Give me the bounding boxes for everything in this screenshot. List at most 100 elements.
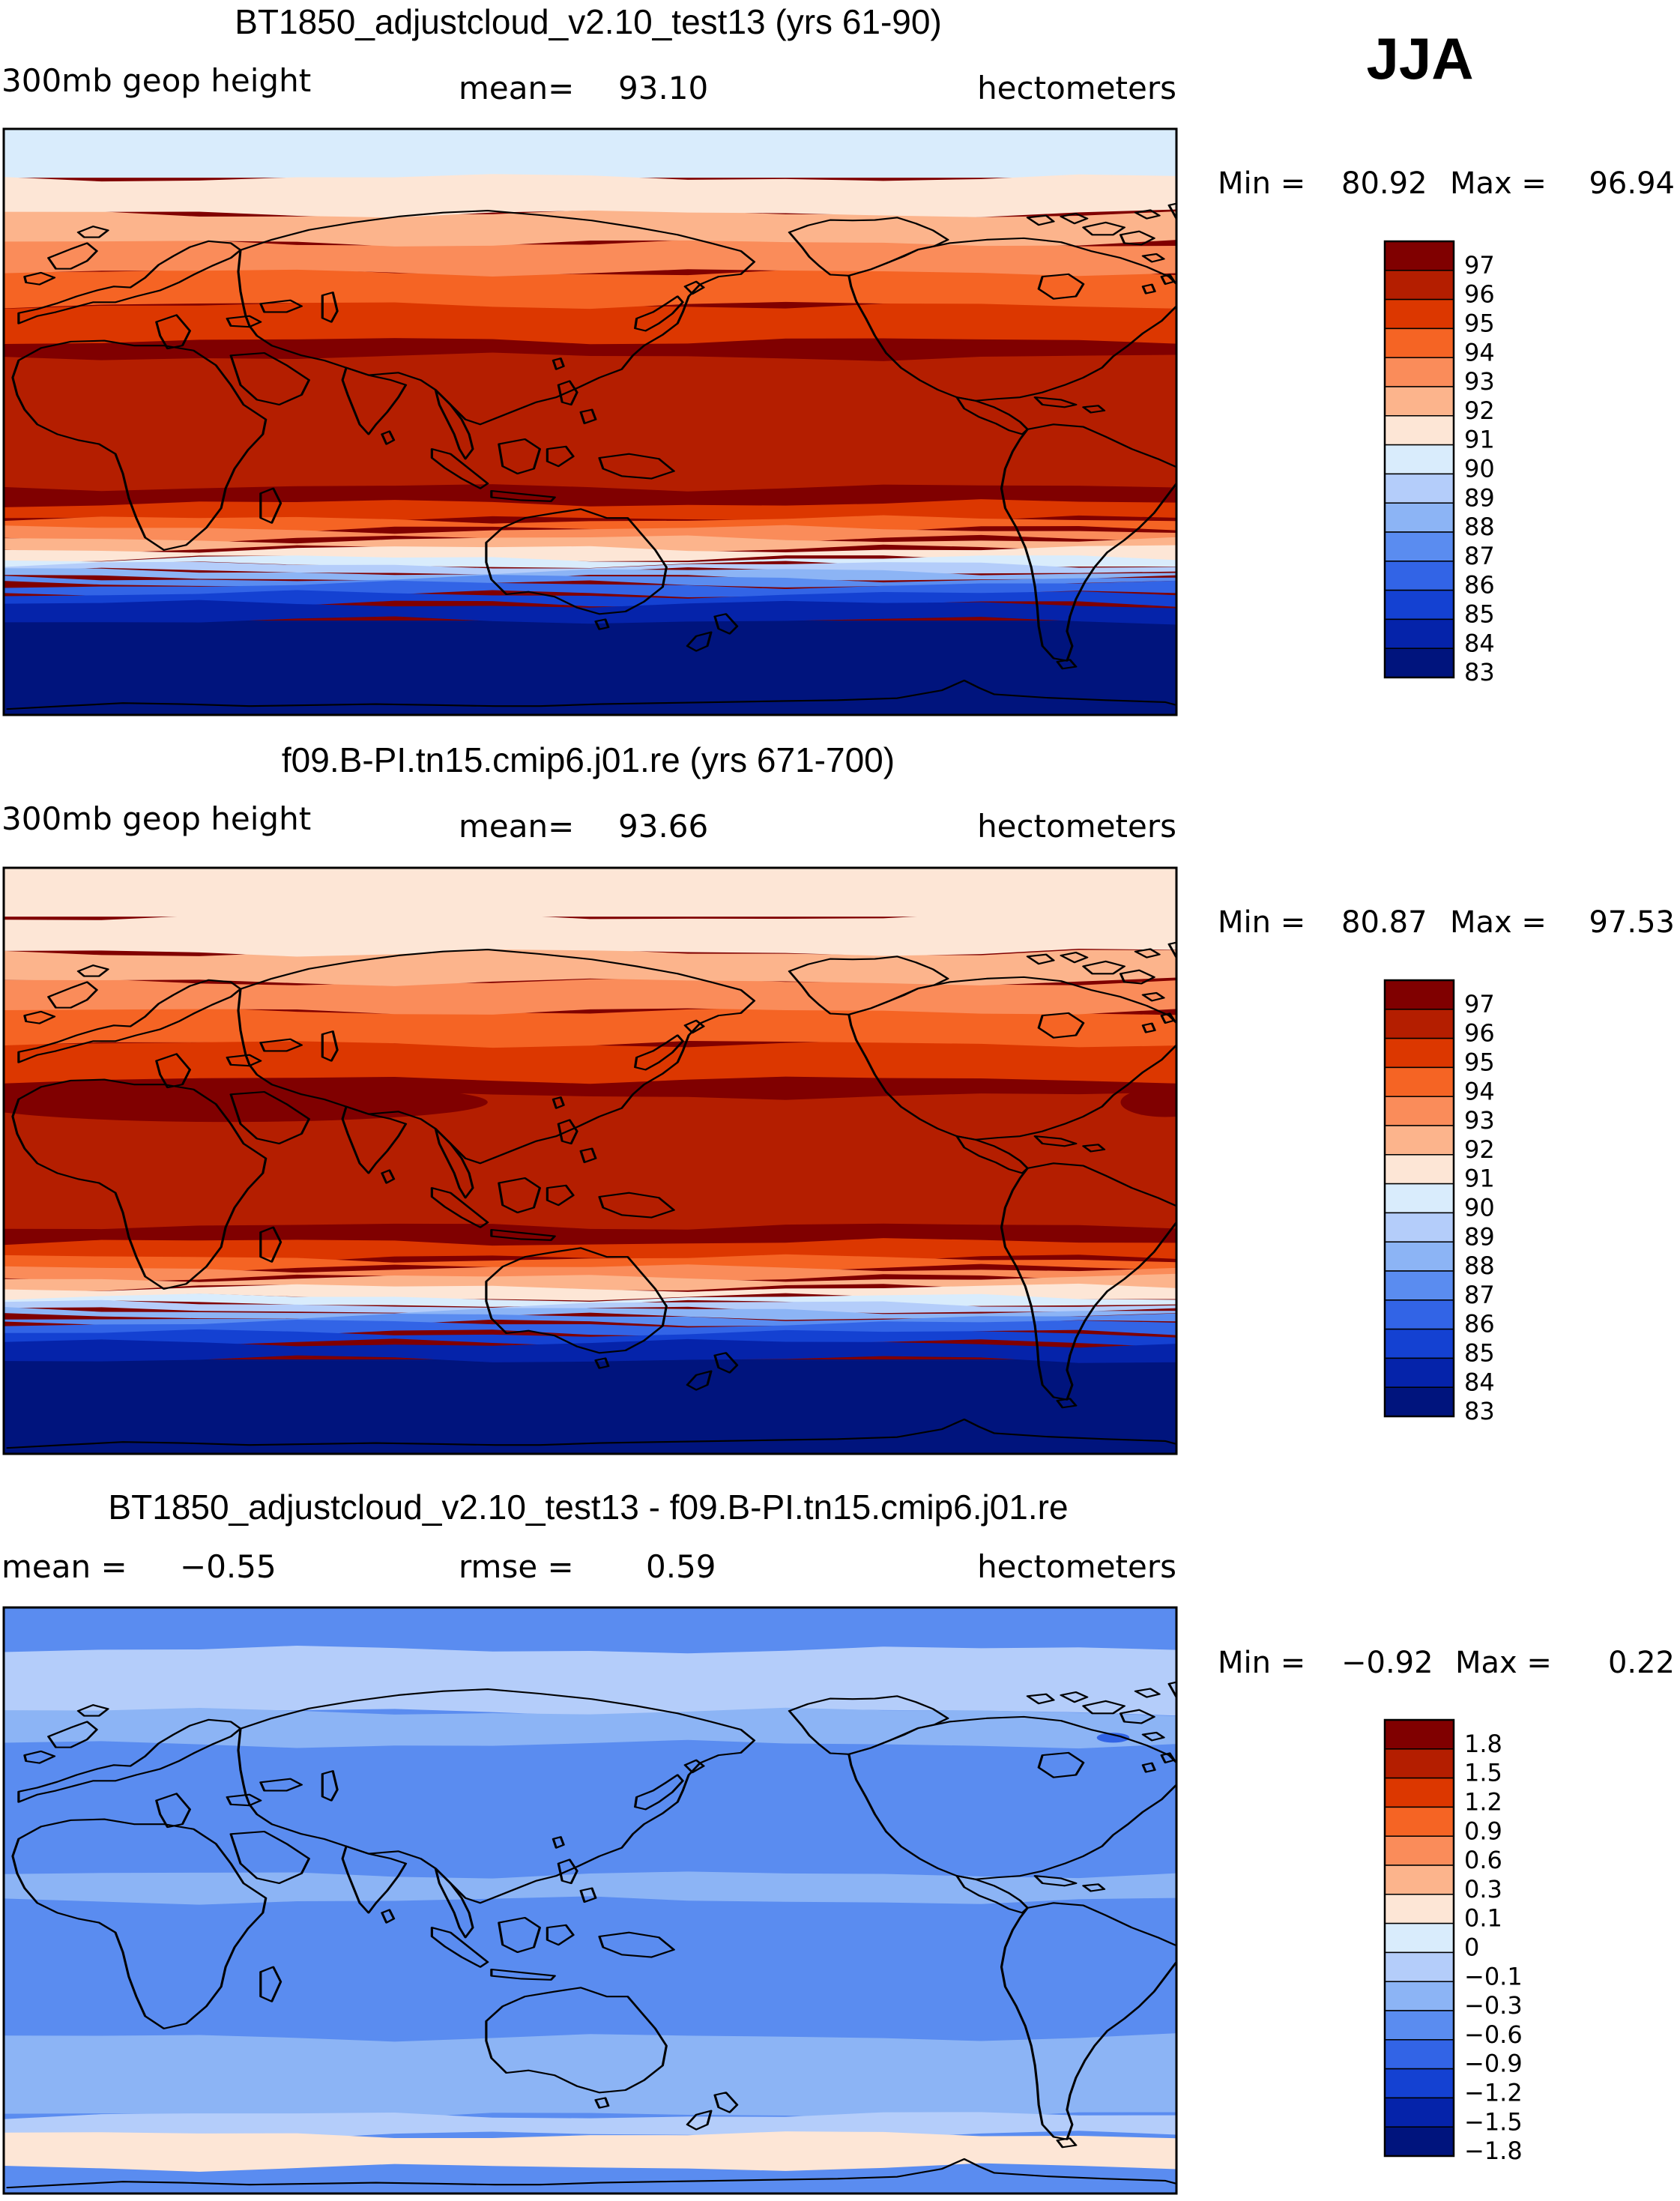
contour-band — [4, 1283, 1176, 1302]
mean-value: 93.66 — [618, 808, 708, 845]
max-label: Max = — [1450, 905, 1547, 940]
colorbar-swatch — [1384, 2039, 1454, 2070]
colorbar-swatch — [1384, 1096, 1454, 1126]
colorbar-swatch — [1384, 1981, 1454, 2011]
contour-band — [4, 600, 1176, 625]
map-frame — [2, 1606, 1178, 2195]
colorbar-swatch — [1384, 1719, 1454, 1750]
contour-band — [4, 1645, 1176, 1716]
colorbar-swatch — [1384, 1299, 1454, 1330]
colorbar-swatch — [1384, 1894, 1454, 1924]
colorbar-tick-label: 84 — [1464, 629, 1495, 657]
colorbar-tick-label: 85 — [1464, 1338, 1495, 1367]
colorbar-tick-label: 92 — [1464, 396, 1495, 425]
contour-band — [4, 1739, 1176, 1879]
colorbar-swatch — [1384, 618, 1454, 649]
colorbar-swatch — [1384, 270, 1454, 301]
colorbar-tick-label: 87 — [1464, 1281, 1495, 1309]
colorbar-tick-label: 91 — [1464, 426, 1495, 454]
contour-fill — [4, 129, 1176, 715]
colorbar-tick-label: −0.3 — [1464, 1991, 1523, 2020]
contour-band — [4, 239, 1176, 277]
colorbar-swatch — [1384, 1386, 1454, 1417]
min-label: Min = — [1218, 166, 1305, 201]
panel-reference: f09.B-PI.tn15.cmip6.j01.re (yrs 671-700)… — [1, 740, 1675, 1455]
variable-label: 300mb geop height — [1, 800, 311, 837]
contour-band — [4, 1299, 1176, 1314]
colorbar-swatch — [1384, 647, 1454, 678]
colorbar-tick-label: 94 — [1464, 1077, 1495, 1105]
warm-core-fill — [4, 1082, 488, 1123]
colorbar-swatch — [1384, 1183, 1454, 1214]
colorbar-swatch — [1384, 1748, 1454, 1779]
contour-band — [4, 515, 1176, 534]
contour-band — [4, 1329, 1176, 1347]
colorbar-tick-label: −1.5 — [1464, 2107, 1523, 2136]
colorbar-swatch — [1384, 2126, 1454, 2157]
max-value: 0.22 — [1608, 1646, 1675, 1680]
colorbar-tick-label: 84 — [1464, 1368, 1495, 1396]
units-label: hectometers — [977, 1548, 1176, 1585]
min-value: −0.92 — [1341, 1646, 1433, 1680]
season-label: JJA — [1366, 25, 1473, 91]
colorbar-swatch — [1384, 1270, 1454, 1301]
colorbar-tick-label: 89 — [1464, 1222, 1495, 1251]
colorbar-swatch — [1384, 386, 1454, 417]
colorbar-tick-label: 88 — [1464, 1252, 1495, 1280]
colorbar-swatch — [1384, 502, 1454, 533]
contour-fill — [4, 868, 1176, 1454]
colorbar-tick-label: 90 — [1464, 1193, 1495, 1222]
contour-band — [4, 555, 1176, 570]
colorbar-tick-label: 96 — [1464, 280, 1495, 309]
colorbar-swatch — [1384, 241, 1454, 271]
contour-band — [4, 568, 1176, 581]
colorbar-tick-label: −0.1 — [1464, 1962, 1523, 1990]
min-value: 80.92 — [1341, 166, 1427, 201]
colorbar-swatch — [1384, 2010, 1454, 2041]
colorbar-swatch — [1384, 1806, 1454, 1837]
colorbar-tick-label: 0.1 — [1464, 1904, 1502, 1933]
colorbar-tick-label: 1.8 — [1464, 1730, 1502, 1758]
colorbar-tick-label: −1.2 — [1464, 2078, 1523, 2107]
max-label: Max = — [1455, 1646, 1552, 1680]
map-frame — [2, 866, 1178, 1455]
contour-fill — [4, 1607, 1176, 2194]
colorbar-swatch — [1384, 327, 1454, 358]
colorbar-tick-label: 88 — [1464, 513, 1495, 541]
colorbar-tick-label: 0.9 — [1464, 1817, 1502, 1845]
map-reference — [4, 868, 1176, 1454]
panel-title: f09.B-PI.tn15.cmip6.j01.re (yrs 671-700) — [282, 740, 895, 779]
panel-title: BT1850_adjustcloud_v2.10_test13 - f09.B-… — [108, 1488, 1068, 1527]
max-value: 96.94 — [1589, 166, 1675, 201]
colorbar-swatch — [1384, 1009, 1454, 1039]
colorbar-tick-label: 95 — [1464, 1048, 1495, 1076]
colorbar-swatch — [1384, 1835, 1454, 1866]
colorbar-tick-label: 1.5 — [1464, 1759, 1502, 1787]
colorbar-swatch — [1384, 589, 1454, 621]
panel-control: BT1850_adjustcloud_v2.10_test13 (yrs 61-… — [1, 2, 1675, 716]
colorbar-tick-label: 86 — [1464, 1310, 1495, 1338]
colorbar-tick-label: 90 — [1464, 454, 1495, 483]
colorbar-tick-label: 86 — [1464, 571, 1495, 600]
contour-band — [4, 545, 1176, 563]
colorbar-tick-label: 0.3 — [1464, 1875, 1502, 1903]
colorbar-tick-label: 93 — [1464, 1106, 1495, 1135]
min-label: Min = — [1218, 905, 1305, 940]
mean-label: mean= — [459, 808, 574, 845]
colorbar-tick-label: 83 — [1464, 1397, 1495, 1425]
south-polar-fill — [4, 621, 1176, 715]
warm-core-fill — [1120, 1087, 1176, 1117]
colorbar-outline — [1383, 979, 1455, 1418]
contour-band — [4, 574, 1176, 588]
colorbar-swatch — [1384, 531, 1454, 562]
mean-label: mean= — [459, 70, 574, 106]
colorbar-tick-label: 96 — [1464, 1019, 1495, 1048]
colorbar-swatch — [1384, 1951, 1454, 1982]
colorbar-swatch — [1384, 979, 1454, 1010]
colorbar-tick-label: −0.9 — [1464, 2050, 1523, 2078]
colorbar-tick-label: 83 — [1464, 658, 1495, 686]
rmse-value: 0.59 — [646, 1548, 716, 1585]
